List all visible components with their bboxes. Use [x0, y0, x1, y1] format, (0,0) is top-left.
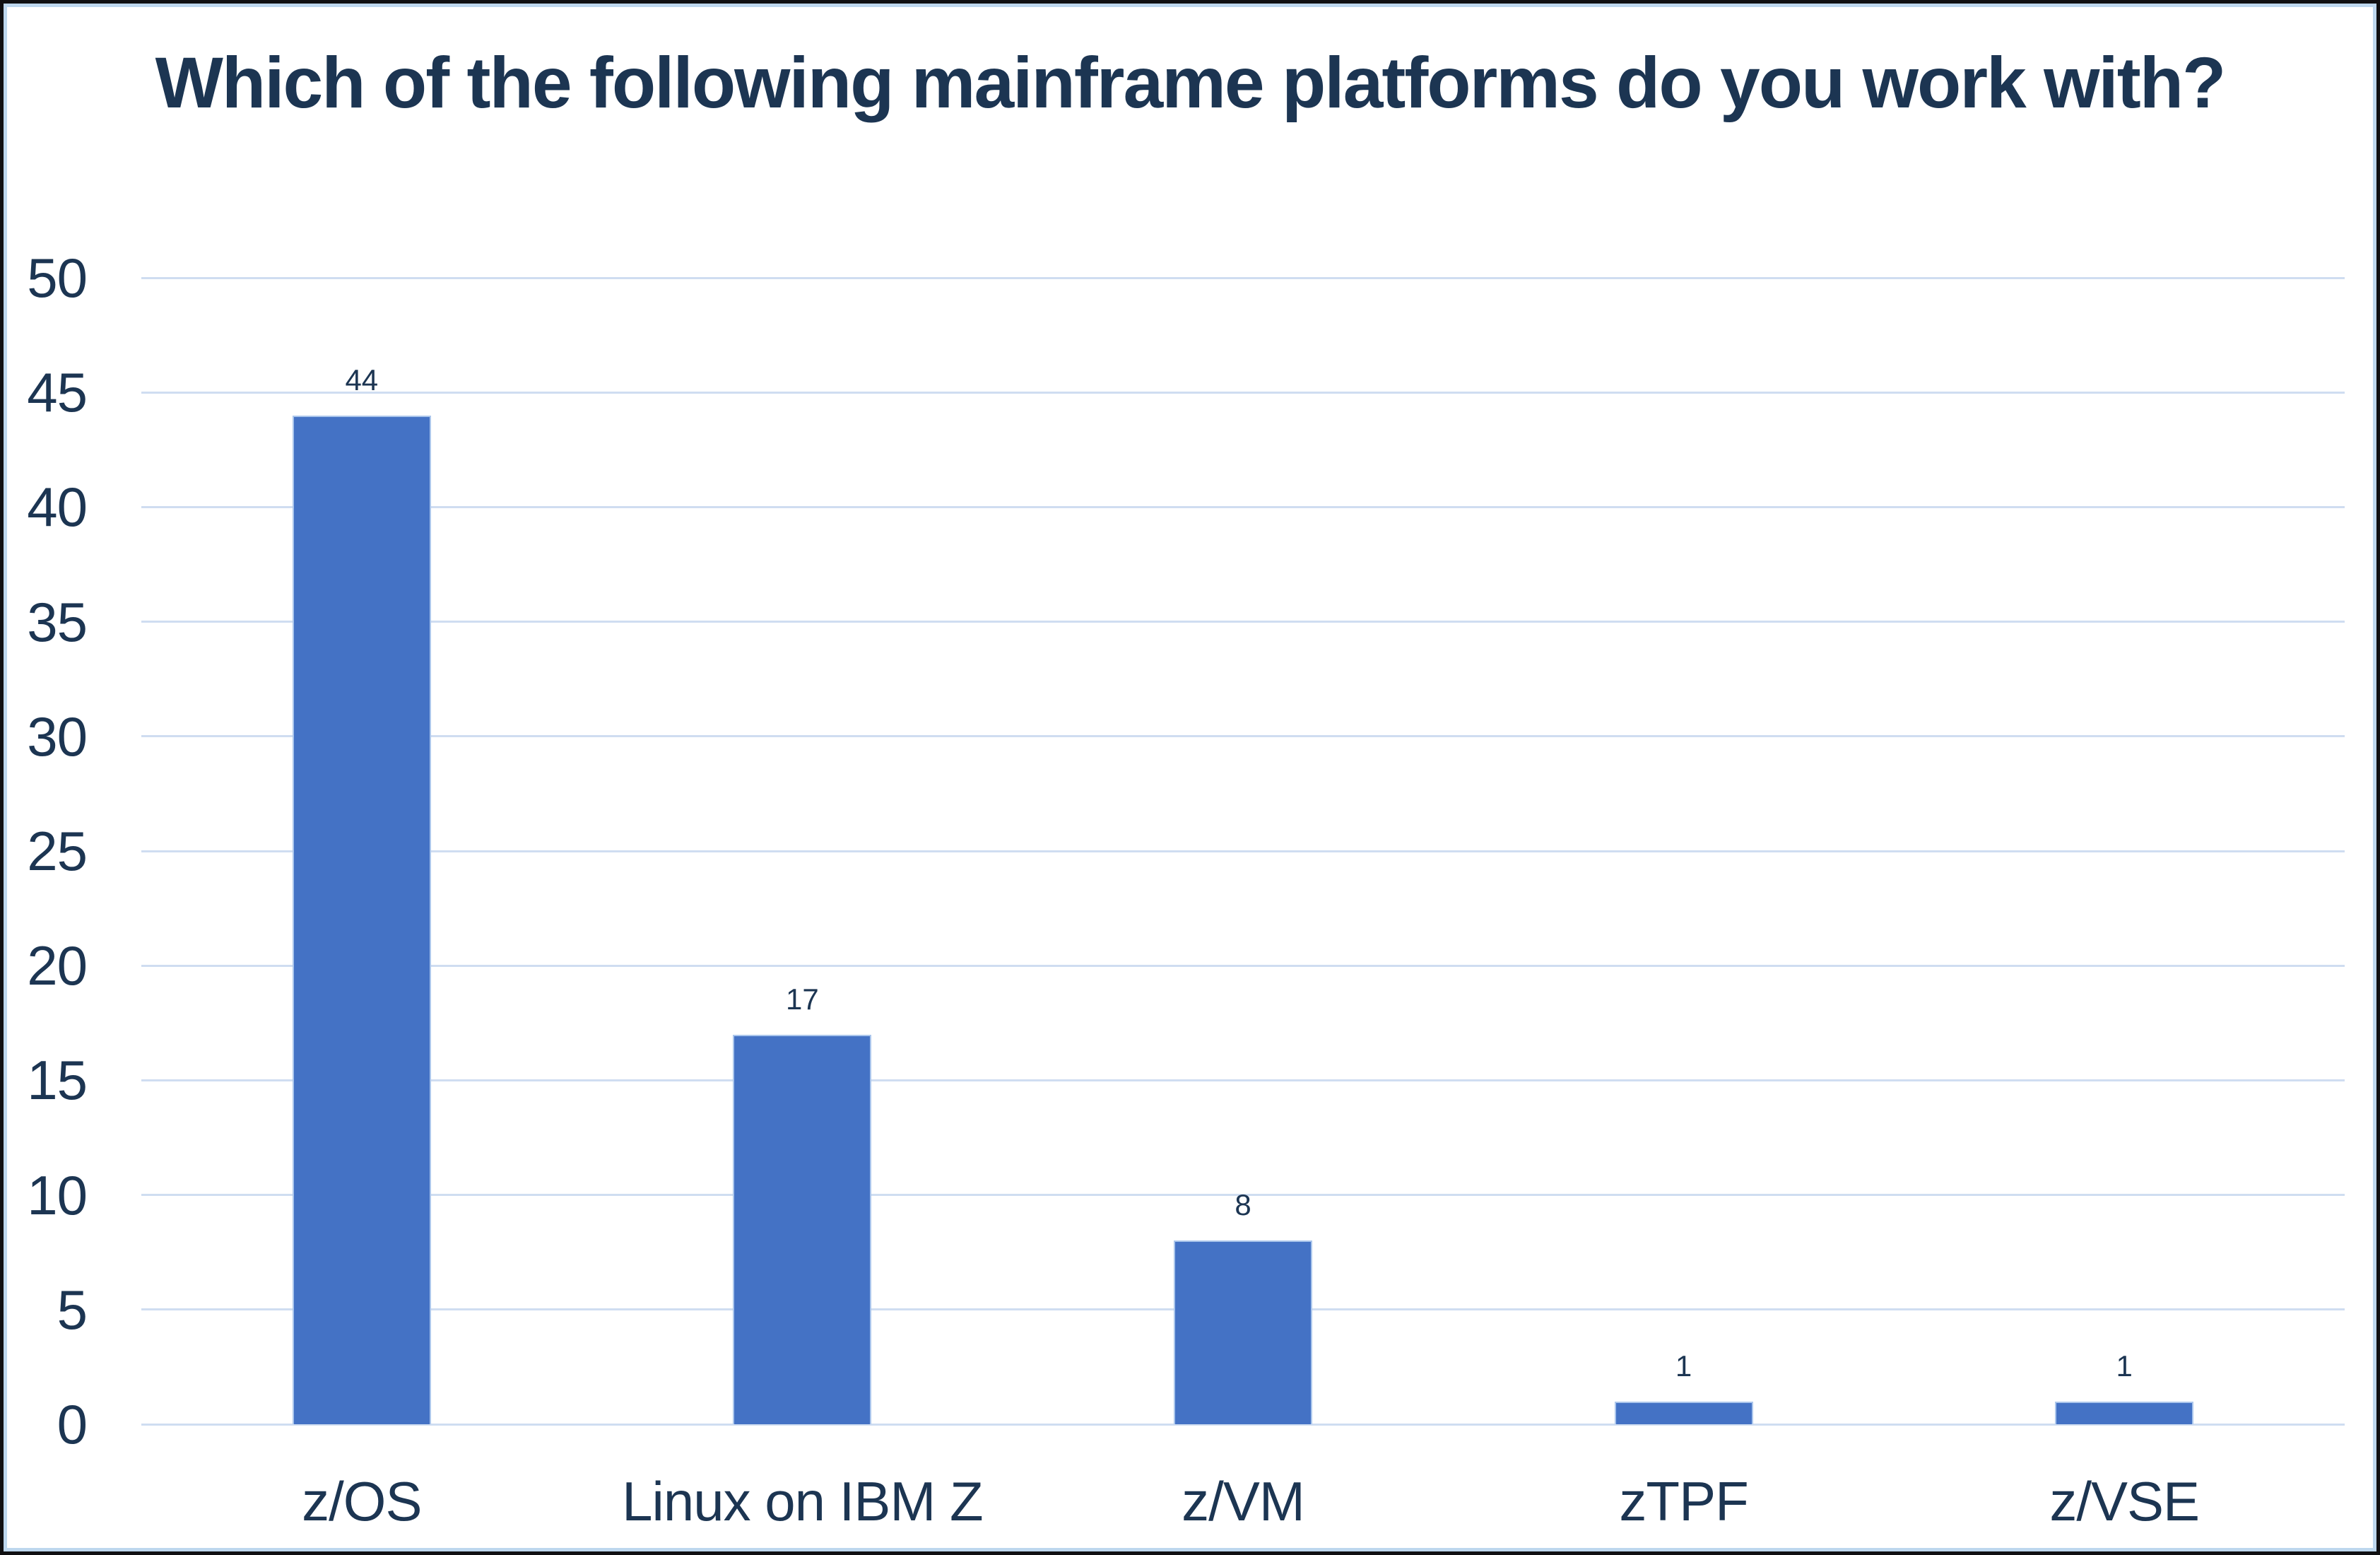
- gridline: [141, 850, 2345, 852]
- x-axis-category-label: zTPF: [1619, 1470, 1748, 1532]
- bar-value-label: 8: [1235, 1188, 1251, 1222]
- y-axis-tick-label: 45: [27, 361, 88, 424]
- gridline: [141, 505, 2345, 508]
- gridline: [141, 391, 2345, 394]
- bar: [2055, 1401, 2194, 1424]
- y-axis-tick-label: 50: [27, 247, 88, 309]
- y-axis-tick-label: 40: [27, 476, 88, 539]
- gridline: [141, 1423, 2345, 1426]
- gridline: [141, 1194, 2345, 1197]
- gridline: [141, 1079, 2345, 1081]
- x-axis-category-label: z/OS: [302, 1470, 422, 1532]
- x-axis-category-label: z/VM: [1182, 1470, 1305, 1532]
- y-axis-tick-label: 20: [27, 934, 88, 997]
- bar-value-label: 17: [786, 982, 819, 1016]
- bar: [1174, 1240, 1312, 1424]
- bar: [1614, 1401, 1753, 1424]
- gridline: [141, 276, 2345, 279]
- bar: [292, 415, 431, 1424]
- bar-value-label: 1: [2116, 1349, 2133, 1383]
- y-axis-tick-label: 0: [57, 1393, 88, 1455]
- plot-area: 0 5 10 15 20 25 30 35 40 45 50 44 z/OS 17 Linux on IBM…: [27, 247, 2345, 1532]
- gridline: [141, 964, 2345, 967]
- y-axis-tick-label: 35: [27, 590, 88, 653]
- gridline: [141, 621, 2345, 623]
- y-axis-tick-label: 25: [27, 820, 88, 882]
- chart-title: Which of the following mainframe platfor…: [155, 42, 2227, 123]
- bar-value-label: 44: [345, 363, 379, 397]
- gridline: [141, 735, 2345, 738]
- x-axis-category-label: z/VSE: [2049, 1470, 2200, 1532]
- y-axis-tick-label: 30: [27, 705, 88, 768]
- x-axis-category-label: Linux on IBM Z: [622, 1470, 984, 1532]
- bar: [733, 1034, 872, 1424]
- y-axis-tick-label: 10: [27, 1163, 88, 1226]
- y-axis-tick-label: 15: [27, 1049, 88, 1112]
- y-axis-tick-label: 5: [57, 1278, 88, 1341]
- bar-value-label: 1: [1675, 1349, 1692, 1383]
